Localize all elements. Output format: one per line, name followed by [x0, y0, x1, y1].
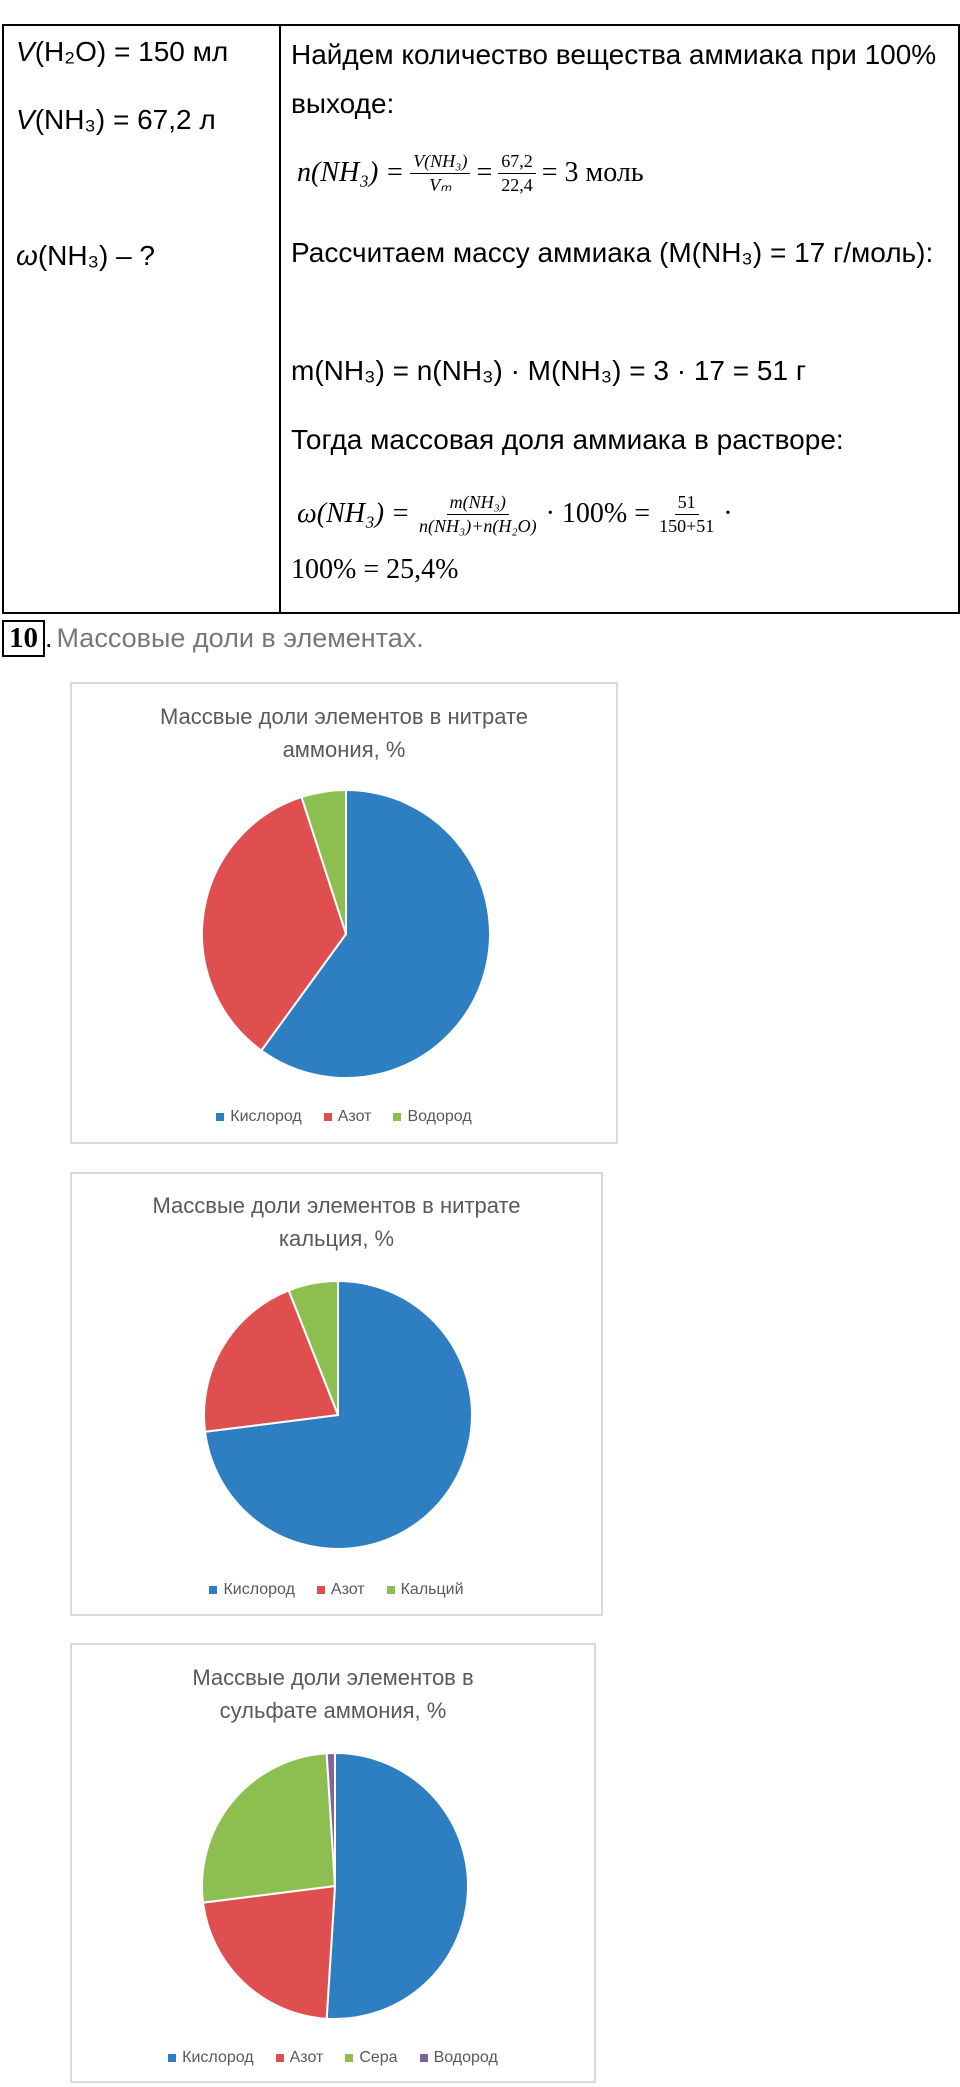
- chart-title: Массвые доли элементов в сульфате аммони…: [192, 1665, 474, 1723]
- solution-text: Найдем количество вещества аммиака при 1…: [291, 39, 937, 119]
- column-divider: [279, 26, 281, 612]
- legend-label: Кислород: [223, 1581, 295, 1598]
- task-heading: 10. Массовые доли в элементах.: [2, 620, 424, 657]
- solution-text: Рассчитаем массу аммиака (M(NH₃) = 17 г/…: [291, 237, 934, 268]
- formula-part: · 100% =: [545, 498, 651, 529]
- pie-slice: [325, 1751, 336, 1887]
- legend-label: Кислород: [230, 1108, 302, 1125]
- task-table: V(H₂O) = 150 мл V(NH₃) = 67,2 л ω(NH₃) –…: [2, 24, 960, 614]
- pie-slice: [201, 1884, 337, 2020]
- legend: Кислород Азот Водород: [72, 1108, 616, 1126]
- formula-part: n(NH₃) =: [297, 157, 405, 188]
- pie-slice: [325, 1751, 469, 2020]
- legend-swatch: [419, 2053, 428, 2062]
- legend-swatch: [345, 2053, 354, 2062]
- solution-text: Тогда массовая доля аммиака в растворе:: [291, 424, 844, 455]
- task-number: 10: [2, 620, 45, 657]
- denominator: 22,4: [501, 174, 533, 195]
- formula-part: = 3 моль: [541, 157, 644, 188]
- formula-part: ω(NH₃) =: [297, 498, 410, 529]
- task-text: Массовые доли в элементах.: [56, 623, 424, 653]
- numerator: 51: [674, 492, 699, 515]
- formula: n(NH₃) = V(NH₃) Vₘ = 67,2 22,4 = 3 моль: [297, 148, 644, 198]
- formula: ω(NH₃) = m(NH₃) n(NH₃)+n(H₂O) · 100% = 51…: [297, 488, 733, 540]
- legend-swatch: [323, 1112, 332, 1121]
- legend-item: Водород: [419, 2049, 498, 2067]
- legend-item: Кислород: [216, 1108, 302, 1126]
- pie-slice: [259, 788, 491, 1079]
- numerator: m(NH₃): [446, 492, 509, 515]
- legend-item: Азот: [316, 1581, 365, 1599]
- pie-slice: [201, 795, 348, 1052]
- legend-swatch: [386, 1585, 395, 1594]
- legend: Кислород Азот Сера Водород: [72, 2049, 594, 2067]
- legend-label: Азот: [289, 2049, 324, 2066]
- legend-item: Сера: [345, 2049, 398, 2067]
- legend-item: Азот: [323, 1108, 372, 1126]
- numerator: 67,2: [498, 151, 536, 174]
- legend-item: Кислород: [168, 2049, 254, 2067]
- solution-text: m(NH₃) = n(NH₃) · M(NH₃) = 3 · 17 = 51 г: [291, 355, 807, 386]
- given-1: V(H₂O) = 150 мл: [16, 36, 228, 68]
- legend-swatch: [168, 2053, 177, 2062]
- pie-slice: [287, 1279, 339, 1416]
- pie-slice: [201, 1752, 337, 1904]
- legend-item: Азот: [275, 2049, 324, 2067]
- find-text: (NH₃) – ?: [37, 240, 156, 271]
- fraction: m(NH₃) n(NH₃)+n(H₂O): [416, 492, 540, 537]
- pie-slice: [300, 788, 347, 935]
- legend-label: Кальций: [400, 1581, 464, 1598]
- given-text: (NH₃) = 67,2 л: [34, 104, 216, 135]
- legend-label: Кислород: [182, 2049, 254, 2066]
- legend-item: Кальций: [386, 1581, 464, 1599]
- fraction: 51 150+51: [656, 492, 717, 537]
- pie-plot: [203, 1279, 473, 1550]
- chart-title: Массвые доли элементов в нитрате аммония…: [159, 704, 529, 762]
- legend-item: Кислород: [209, 1581, 295, 1599]
- fraction: V(NH₃) Vₘ: [410, 151, 471, 196]
- legend-swatch: [275, 2053, 284, 2062]
- separator: .: [45, 623, 53, 653]
- formula-part: =: [476, 157, 493, 188]
- denominator: Vₘ: [429, 174, 452, 195]
- denominator: n(NH₃)+n(H₂O): [418, 515, 537, 536]
- variable: V: [16, 36, 35, 67]
- legend: Кислород Азот Кальций: [72, 1581, 601, 1599]
- legend-label: Азот: [337, 1108, 372, 1125]
- legend-label: Водород: [433, 2049, 498, 2066]
- chart-title: Массвые доли элементов в нитрате кальция…: [152, 1193, 521, 1251]
- chart: Массвые доли элементов в сульфате аммони…: [70, 1643, 596, 2083]
- formula-part: 100% = 25,4%: [291, 554, 459, 585]
- legend-swatch: [393, 1112, 402, 1121]
- legend-label: Азот: [330, 1581, 365, 1598]
- legend-swatch: [316, 1585, 325, 1594]
- denominator: 150+51: [659, 515, 715, 536]
- chart: Массвые доли элементов в нитрате аммония…: [70, 682, 618, 1144]
- legend-label: Водород: [407, 1108, 472, 1125]
- legend-swatch: [209, 1585, 218, 1594]
- formula-part: ·: [723, 498, 733, 529]
- legend-item: Водород: [393, 1108, 472, 1126]
- given-text: (H₂O) = 150 мл: [34, 36, 229, 67]
- fraction: 67,2 22,4: [498, 151, 536, 196]
- given-2: V(NH₃) = 67,2 л: [16, 104, 216, 136]
- numerator: V(NH₃): [410, 151, 471, 174]
- pie-plot: [201, 788, 491, 1079]
- chart: Массвые доли элементов в нитрате кальция…: [70, 1172, 603, 1616]
- pie-plot: [201, 1751, 469, 2020]
- variable: ω: [16, 240, 38, 271]
- find: ω(NH₃) – ?: [16, 240, 155, 272]
- pie-slice: [203, 1289, 340, 1433]
- legend-label: Сера: [359, 2049, 398, 2066]
- legend-swatch: [216, 1112, 225, 1121]
- variable: V: [16, 104, 35, 135]
